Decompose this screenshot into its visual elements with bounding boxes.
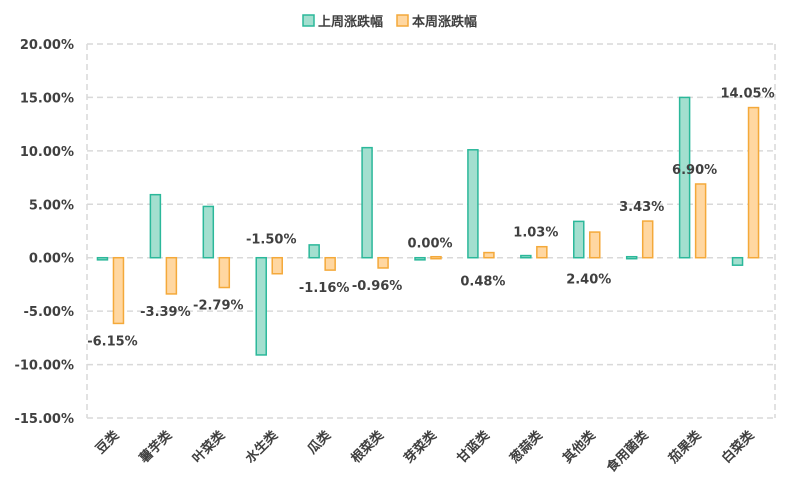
bar-this-week bbox=[641, 220, 654, 259]
y-axis: 20.00% 15.00% 10.00% 5.00% 0.00% -5.00% -10.00… bbox=[14, 38, 74, 427]
x-axis: 豆类 薯芋类 叶菜类 水生类 瓜类 根菜类 芽菜类 甘蓝类 葱蒜类 其他类 食用菌类 茄果类 白菜类 bbox=[93, 427, 758, 476]
y-tick-label: -10.00% bbox=[14, 359, 74, 374]
data-label: -1.16% bbox=[299, 281, 350, 296]
y-tick-label: 20.00% bbox=[20, 38, 74, 53]
legend-label-last-week: 上周涨跌幅 bbox=[318, 14, 383, 30]
bar-this-week bbox=[483, 251, 495, 259]
bar-last-week bbox=[149, 193, 162, 259]
bars bbox=[96, 96, 760, 356]
x-tick-label: 葱蒜类 bbox=[507, 427, 547, 467]
x-tick-label: 叶菜类 bbox=[189, 427, 229, 467]
bar-this-week bbox=[589, 231, 601, 259]
bar-this-week bbox=[430, 255, 442, 260]
x-tick-label: 瓜类 bbox=[304, 427, 334, 457]
y-tick-label: 0.00% bbox=[29, 252, 74, 267]
bar-this-week bbox=[165, 256, 178, 295]
bar-last-week bbox=[308, 244, 320, 259]
legend: 上周涨跌幅 本周涨跌幅 bbox=[302, 14, 477, 30]
legend-label-this-week: 本周涨跌幅 bbox=[412, 14, 477, 30]
x-tick-label: 白菜类 bbox=[718, 427, 758, 467]
y-tick-label: 15.00% bbox=[20, 91, 74, 106]
x-tick-label: 甘蓝类 bbox=[454, 427, 494, 467]
bar-this-week bbox=[694, 183, 707, 259]
data-label: -1.50% bbox=[246, 233, 297, 248]
legend-swatch-this-week bbox=[396, 14, 409, 27]
x-tick-label: 薯芋类 bbox=[136, 427, 176, 467]
y-tick-label: -5.00% bbox=[24, 305, 75, 320]
data-label: 0.00% bbox=[407, 237, 452, 252]
bar-this-week bbox=[218, 256, 231, 289]
x-tick-label: 食用菌类 bbox=[603, 427, 652, 476]
y-tick-label: 5.00% bbox=[29, 198, 74, 213]
bar-last-week bbox=[202, 205, 215, 259]
data-label: 0.48% bbox=[460, 275, 505, 290]
bar-last-week bbox=[467, 149, 479, 259]
bar-this-week bbox=[271, 256, 283, 275]
data-label: -0.96% bbox=[352, 279, 403, 294]
bar-last-week bbox=[678, 96, 691, 259]
y-tick-label: -15.00% bbox=[14, 412, 74, 427]
x-tick-label: 茄果类 bbox=[665, 427, 705, 467]
legend-swatch-last-week bbox=[302, 14, 315, 27]
bar-last-week bbox=[520, 254, 532, 259]
data-label: 3.43% bbox=[619, 200, 664, 215]
x-tick-label: 豆类 bbox=[93, 427, 123, 457]
bar-last-week bbox=[361, 146, 373, 259]
x-tick-label: 芽菜类 bbox=[401, 427, 441, 467]
bar-this-week bbox=[377, 256, 389, 269]
bar-last-week bbox=[625, 255, 638, 260]
bar-this-week bbox=[747, 106, 760, 259]
x-tick-label: 水生类 bbox=[242, 427, 282, 467]
data-label: -3.39% bbox=[140, 305, 191, 320]
data-label: 2.40% bbox=[566, 273, 611, 288]
data-labels: -6.15%-3.39% -2.79% -1.50% -1.16% -0.96% 0.00… bbox=[87, 87, 774, 350]
bar-this-week bbox=[536, 245, 548, 259]
bar-last-week bbox=[255, 256, 267, 356]
bar-last-week bbox=[414, 256, 426, 261]
bar-last-week bbox=[731, 256, 744, 266]
bar-this-week bbox=[112, 256, 125, 325]
data-label: 1.03% bbox=[513, 226, 558, 241]
y-tick-label: 10.00% bbox=[20, 145, 74, 160]
gridlines bbox=[86, 43, 776, 419]
data-label: 6.90% bbox=[672, 163, 717, 178]
x-tick-label: 根菜类 bbox=[348, 427, 388, 467]
bar-this-week bbox=[324, 256, 336, 271]
bar-last-week bbox=[573, 220, 585, 259]
data-label: 14.05% bbox=[720, 87, 774, 102]
data-label: -6.15% bbox=[87, 334, 138, 349]
data-label: -2.79% bbox=[193, 299, 244, 314]
x-tick-label: 其他类 bbox=[560, 427, 600, 467]
bar-last-week bbox=[96, 256, 109, 261]
